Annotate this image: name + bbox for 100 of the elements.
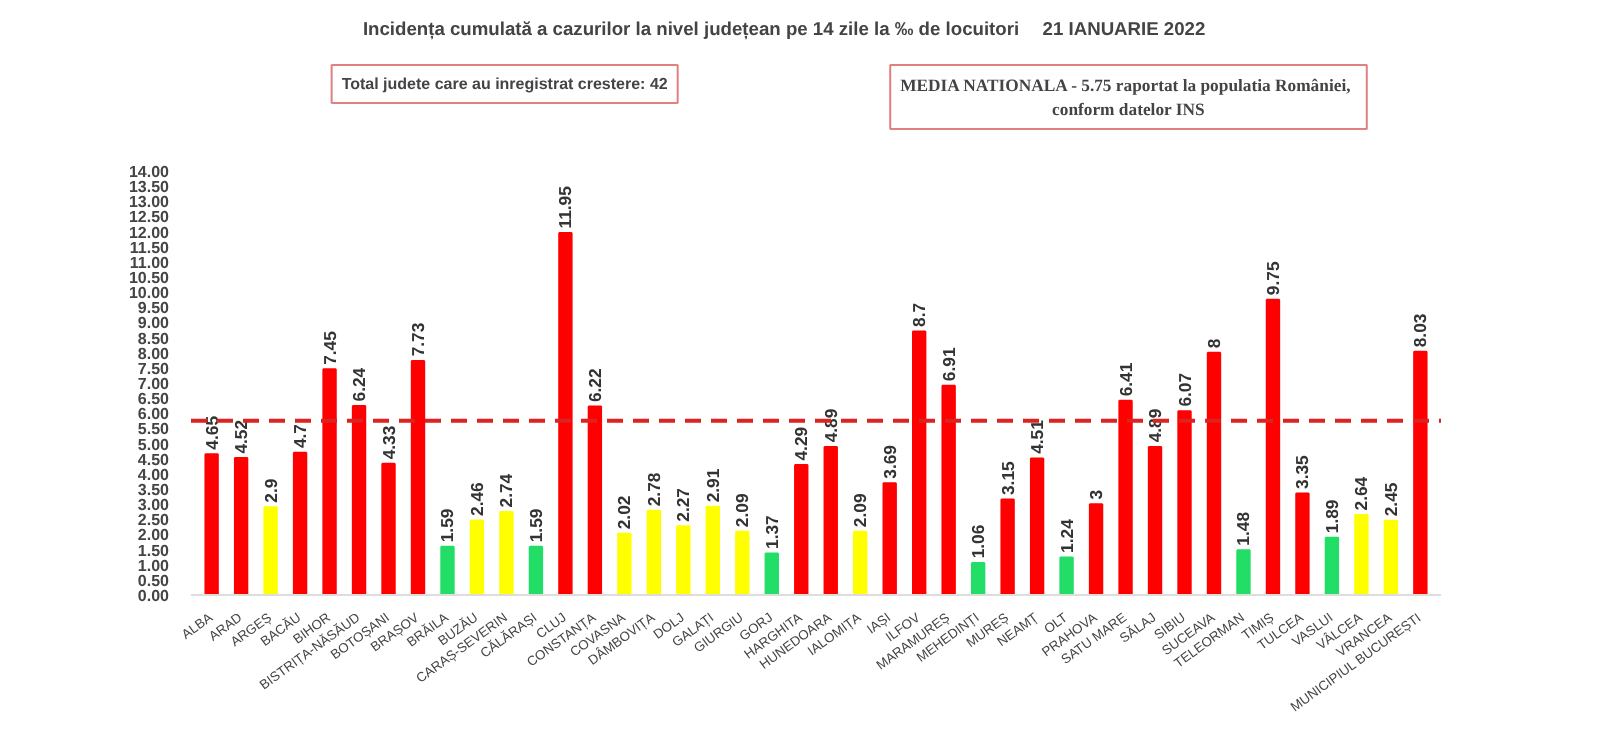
data-label: 4.65 (201, 415, 222, 450)
bar (1413, 350, 1428, 595)
bar (1236, 549, 1251, 595)
data-label: 2.27 (673, 487, 694, 522)
chart-title: Incidența cumulată a cazurilor la nivel județean pe 14 zile la ‰ de locuitori (362, 19, 1020, 41)
bar (1147, 445, 1163, 595)
y-tick-label: 10.50 (128, 269, 171, 287)
data-label: 1.06 (968, 524, 989, 559)
bar (794, 464, 809, 595)
y-tick-label: 1.50 (137, 541, 171, 560)
bar (1265, 298, 1281, 595)
data-label: 3.69 (879, 444, 900, 479)
bar (1059, 556, 1074, 595)
bar (528, 545, 544, 595)
data-label: 2.02 (614, 495, 635, 530)
bar (322, 368, 337, 595)
y-tick-label: 7.00 (137, 375, 171, 393)
data-label: 1.59 (525, 508, 546, 543)
y-tick-label: 4.50 (137, 450, 171, 469)
y-tick-label: 14.00 (128, 163, 171, 181)
y-tick-label: 5.00 (137, 435, 171, 454)
data-label: 4.51 (1027, 419, 1048, 454)
y-tick-label: 12.50 (128, 208, 171, 227)
bar (1088, 503, 1104, 595)
data-label: 7.45 (319, 330, 340, 365)
data-label: 2.9 (260, 478, 281, 503)
y-tick-label: 2.00 (137, 526, 171, 545)
bar (233, 457, 249, 595)
data-label: 2.74 (496, 473, 517, 508)
y-tick-label: 11.00 (129, 253, 171, 272)
y-tick-label: 9.00 (137, 314, 171, 333)
data-label: 2.64 (1351, 476, 1372, 511)
bar (970, 561, 986, 595)
data-label: 3.15 (997, 460, 1018, 496)
y-tick-label: 0.00 (137, 587, 171, 605)
bar (941, 384, 956, 595)
data-label: 6.41 (1115, 362, 1136, 397)
bar (764, 552, 779, 595)
bar (1177, 410, 1192, 595)
bar (381, 462, 396, 595)
data-label: 7.73 (408, 322, 428, 357)
bar (1354, 514, 1369, 595)
y-tick-label: 10.00 (128, 284, 171, 303)
bar (351, 405, 367, 595)
y-tick-label: 4.00 (137, 465, 171, 484)
bar (823, 445, 838, 595)
y-tick-label: 2.50 (137, 511, 171, 530)
bar (204, 453, 219, 595)
data-label: 2.91 (702, 468, 723, 503)
y-tick-label: 7.50 (137, 359, 171, 378)
y-tick-label: 6.50 (137, 390, 171, 409)
data-label: 8.03 (1410, 313, 1431, 348)
data-label: 1.24 (1056, 518, 1077, 553)
data-label: 1.37 (761, 514, 782, 549)
data-label: 9.75 (1262, 261, 1283, 296)
y-tick-label: 0.50 (137, 571, 171, 590)
data-label: 2.78 (643, 472, 664, 507)
bar (853, 530, 868, 595)
data-label: 6.07 (1174, 372, 1195, 407)
bar (587, 405, 603, 595)
data-label: 3.35 (1292, 454, 1313, 489)
bar (469, 519, 485, 595)
bar (558, 232, 573, 595)
y-tick-label: 8.00 (137, 344, 171, 363)
y-tick-label: 6.00 (137, 405, 171, 424)
data-label: 2.09 (732, 493, 753, 528)
bar (911, 330, 927, 595)
bar (617, 532, 632, 595)
y-tick-label: 8.50 (137, 329, 171, 348)
bar (1383, 519, 1399, 595)
chart-subtitle: 21 IANUARIE 2022 (1042, 19, 1206, 39)
bar (1118, 399, 1133, 595)
y-tick-label: 13.00 (128, 193, 171, 212)
bar (499, 511, 514, 595)
y-tick-label: 9.50 (137, 299, 171, 318)
text: MEDIA NATIONALA - 5.75 raportat la populatia României, conform datelor INS (900, 75, 1351, 119)
bar (646, 509, 662, 595)
data-label: 8.7 (909, 302, 930, 327)
data-label: 4.33 (378, 425, 399, 460)
y-tick-label: 12.00 (128, 223, 171, 242)
data-label: 1.48 (1233, 511, 1254, 546)
bar (410, 359, 426, 595)
y-tick-label: 13.50 (128, 178, 171, 197)
bar (882, 482, 897, 595)
y-tick-label: 3.00 (137, 496, 171, 515)
bar (263, 506, 278, 595)
data-label: 2.45 (1380, 482, 1401, 517)
data-label: 2.46 (466, 481, 487, 516)
data-label: 8 (1204, 338, 1224, 349)
y-tick-label: 3.50 (137, 481, 171, 499)
y-tick-label: 11.50 (129, 238, 171, 257)
bar (1000, 498, 1015, 595)
data-label: 4.52 (231, 419, 252, 454)
data-label: 11.95 (555, 185, 576, 229)
data-label: 6.24 (349, 367, 370, 402)
data-label: 6.22 (584, 368, 605, 403)
data-label: 1.59 (437, 508, 458, 543)
y-tick-label: 1.00 (137, 556, 171, 575)
bar (1206, 351, 1222, 595)
data-label: 3 (1086, 489, 1107, 500)
